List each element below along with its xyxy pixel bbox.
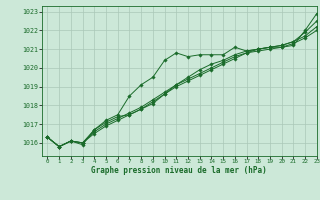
X-axis label: Graphe pression niveau de la mer (hPa): Graphe pression niveau de la mer (hPa): [91, 166, 267, 175]
